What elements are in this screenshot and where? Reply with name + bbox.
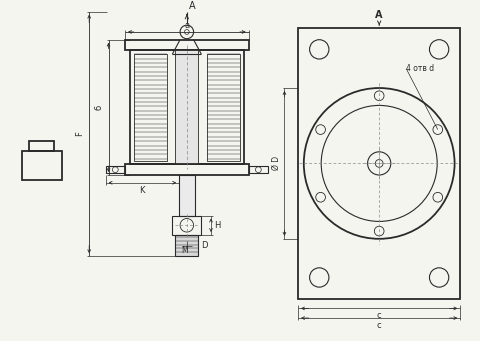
- Bar: [179, 175, 194, 216]
- Bar: [175, 235, 198, 256]
- Bar: [298, 28, 460, 299]
- Bar: [207, 54, 240, 161]
- Text: K: K: [140, 186, 145, 195]
- Bar: [22, 151, 62, 180]
- Text: A: A: [189, 1, 195, 11]
- Text: a: a: [184, 21, 190, 30]
- Bar: [125, 40, 249, 50]
- Text: A: A: [375, 10, 383, 20]
- Bar: [106, 166, 125, 173]
- Text: б: б: [95, 105, 104, 110]
- Bar: [172, 216, 201, 235]
- Text: D: D: [201, 241, 208, 250]
- Bar: [249, 166, 268, 173]
- Text: F: F: [75, 132, 84, 136]
- Bar: [175, 50, 198, 164]
- Text: M: M: [181, 246, 188, 255]
- Text: c: c: [377, 321, 382, 330]
- Text: 4 отв d: 4 отв d: [406, 64, 434, 73]
- Bar: [29, 141, 54, 151]
- Bar: [125, 164, 249, 175]
- Bar: [133, 54, 167, 161]
- Text: Ø D: Ø D: [272, 157, 281, 170]
- Text: c: c: [377, 311, 382, 320]
- Text: H: H: [214, 221, 220, 230]
- Bar: [130, 50, 244, 164]
